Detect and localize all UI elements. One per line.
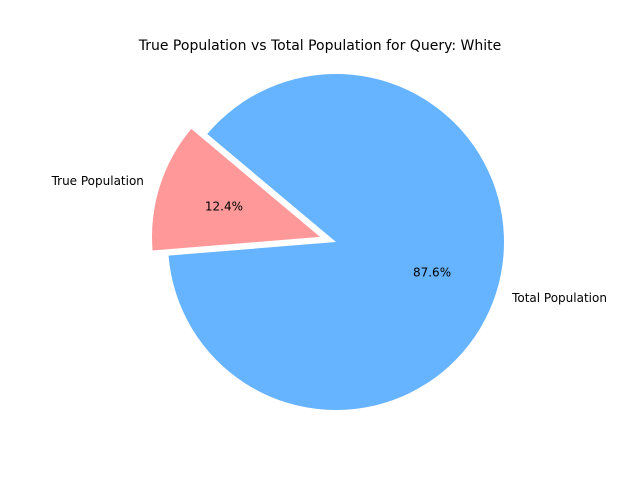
slice-label: Total Population	[511, 291, 607, 305]
pie-slice-true-population	[151, 128, 320, 251]
pie-labels: True Population 12.4% Total Population 87.6…	[51, 174, 607, 305]
slice-percent-label: 87.6%	[413, 266, 451, 280]
pie-slice-total-population	[168, 73, 504, 410]
pie-slices	[151, 73, 504, 410]
slice-label: True Population	[51, 174, 144, 188]
chart-title: True Population vs Total Population for …	[138, 38, 501, 54]
slice-percent-label: 12.4%	[205, 199, 243, 213]
